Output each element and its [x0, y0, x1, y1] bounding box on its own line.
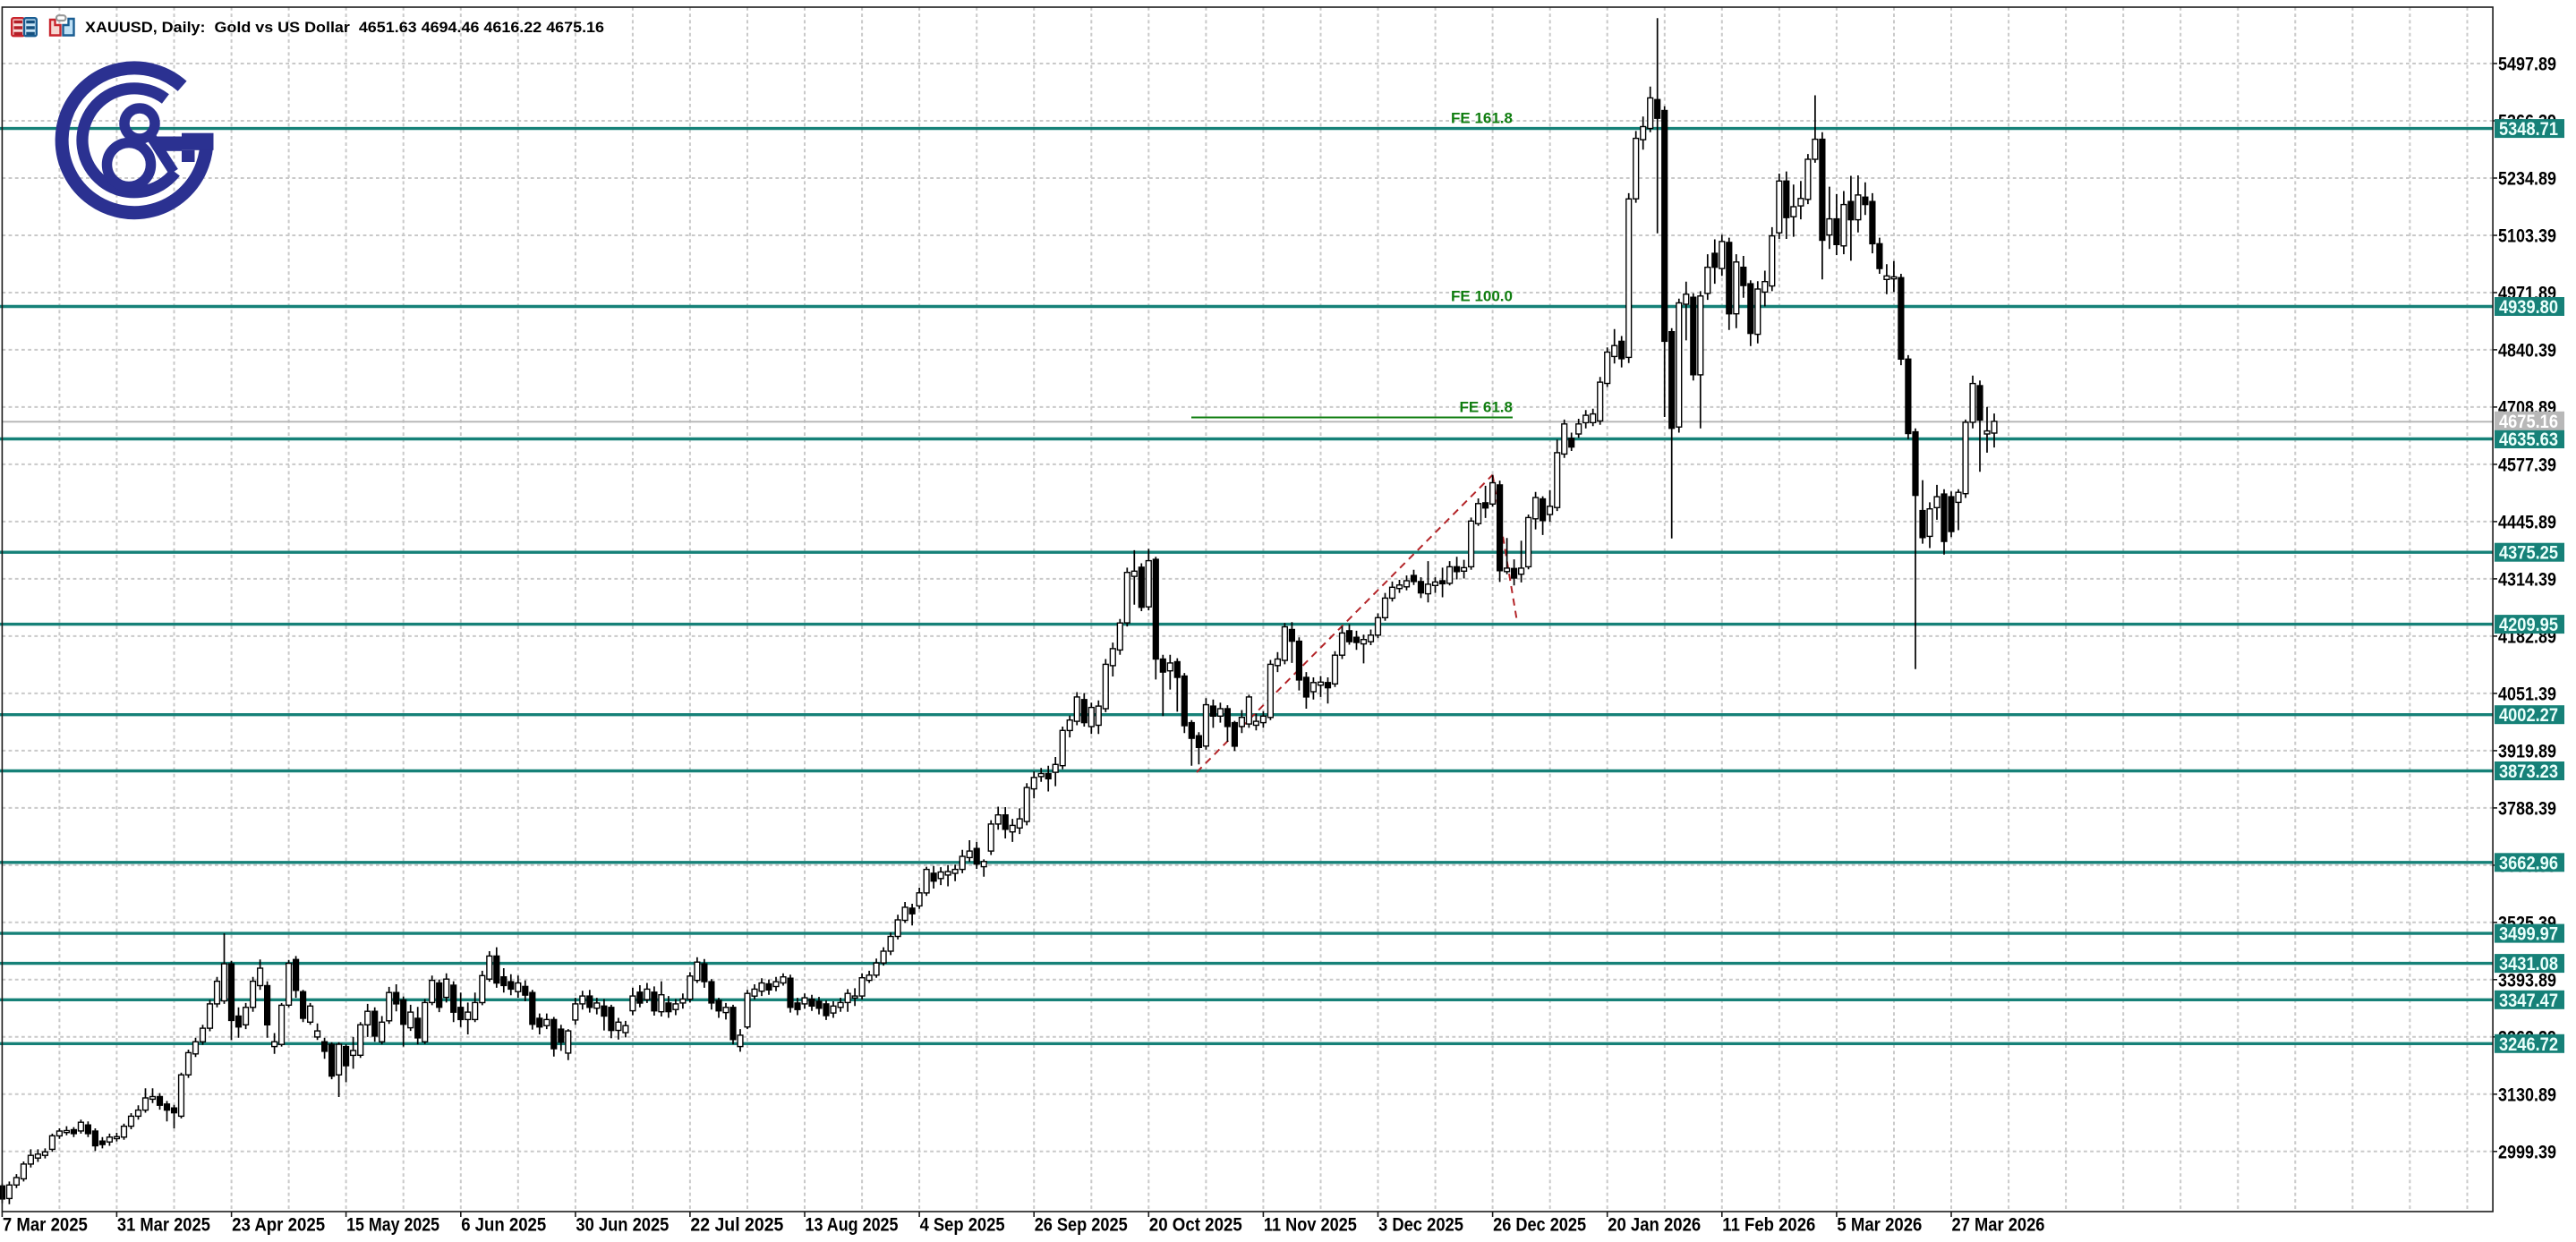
svg-text:27 Mar 2026: 27 Mar 2026: [1952, 1215, 2045, 1236]
svg-text:FE 161.8: FE 161.8: [1451, 110, 1513, 127]
svg-text:FE 61.8: FE 61.8: [1459, 399, 1513, 416]
svg-text:4577.39: 4577.39: [2498, 455, 2556, 475]
svg-text:XAUUSD, Daily: Gold vs US Dol: XAUUSD, Daily: Gold vs US Dollar 4651.63…: [85, 19, 604, 36]
svg-text:4445.89: 4445.89: [2498, 512, 2556, 532]
svg-text:3246.72: 3246.72: [2499, 1034, 2558, 1055]
svg-text:4314.39: 4314.39: [2498, 569, 2556, 590]
svg-text:4675.16: 4675.16: [2499, 412, 2558, 432]
svg-text:4 Sep 2025: 4 Sep 2025: [920, 1215, 1005, 1236]
svg-text:4635.63: 4635.63: [2499, 430, 2558, 450]
svg-text:3 Dec 2025: 3 Dec 2025: [1378, 1215, 1463, 1236]
svg-text:3431.08: 3431.08: [2499, 954, 2558, 974]
svg-text:11 Feb 2026: 11 Feb 2026: [1722, 1215, 1815, 1236]
svg-text:4840.39: 4840.39: [2498, 340, 2556, 361]
svg-text:26 Dec 2025: 26 Dec 2025: [1493, 1215, 1586, 1236]
svg-text:23 Apr 2025: 23 Apr 2025: [232, 1215, 325, 1236]
svg-text:6 Jun 2025: 6 Jun 2025: [461, 1215, 546, 1236]
svg-text:3347.47: 3347.47: [2499, 991, 2558, 1011]
svg-text:4939.80: 4939.80: [2499, 297, 2558, 318]
svg-text:5497.89: 5497.89: [2498, 55, 2556, 75]
svg-text:5348.71: 5348.71: [2499, 119, 2558, 140]
svg-text:20 Oct 2025: 20 Oct 2025: [1149, 1215, 1242, 1236]
svg-text:13 Aug 2025: 13 Aug 2025: [806, 1215, 899, 1236]
svg-text:FE 100.0: FE 100.0: [1451, 288, 1513, 305]
svg-text:3393.89: 3393.89: [2498, 970, 2556, 991]
svg-text:4209.95: 4209.95: [2499, 615, 2558, 635]
svg-text:30 Jun 2025: 30 Jun 2025: [576, 1215, 669, 1236]
svg-text:3499.97: 3499.97: [2499, 924, 2558, 945]
svg-text:15 May 2025: 15 May 2025: [346, 1215, 439, 1236]
svg-text:22 Jul 2025: 22 Jul 2025: [690, 1215, 783, 1236]
svg-text:3130.89: 3130.89: [2498, 1085, 2556, 1105]
svg-text:4002.27: 4002.27: [2499, 705, 2558, 726]
svg-text:5 Mar 2026: 5 Mar 2026: [1837, 1215, 1922, 1236]
svg-text:5234.89: 5234.89: [2498, 169, 2556, 190]
svg-text:11 Nov 2025: 11 Nov 2025: [1264, 1215, 1357, 1236]
svg-text:3873.23: 3873.23: [2499, 761, 2558, 782]
svg-text:31 Mar 2025: 31 Mar 2025: [117, 1215, 210, 1236]
svg-text:5103.39: 5103.39: [2498, 226, 2556, 247]
svg-text:3919.89: 3919.89: [2498, 741, 2556, 761]
svg-text:3662.96: 3662.96: [2499, 853, 2558, 873]
svg-text:2999.39: 2999.39: [2498, 1142, 2556, 1162]
svg-text:7 Mar 2025: 7 Mar 2025: [3, 1215, 88, 1236]
svg-text:4051.39: 4051.39: [2498, 684, 2556, 704]
svg-text:3788.39: 3788.39: [2498, 798, 2556, 819]
svg-text:20 Jan 2026: 20 Jan 2026: [1608, 1215, 1701, 1236]
svg-text:4375.25: 4375.25: [2499, 543, 2558, 564]
svg-text:26 Sep 2025: 26 Sep 2025: [1035, 1215, 1128, 1236]
